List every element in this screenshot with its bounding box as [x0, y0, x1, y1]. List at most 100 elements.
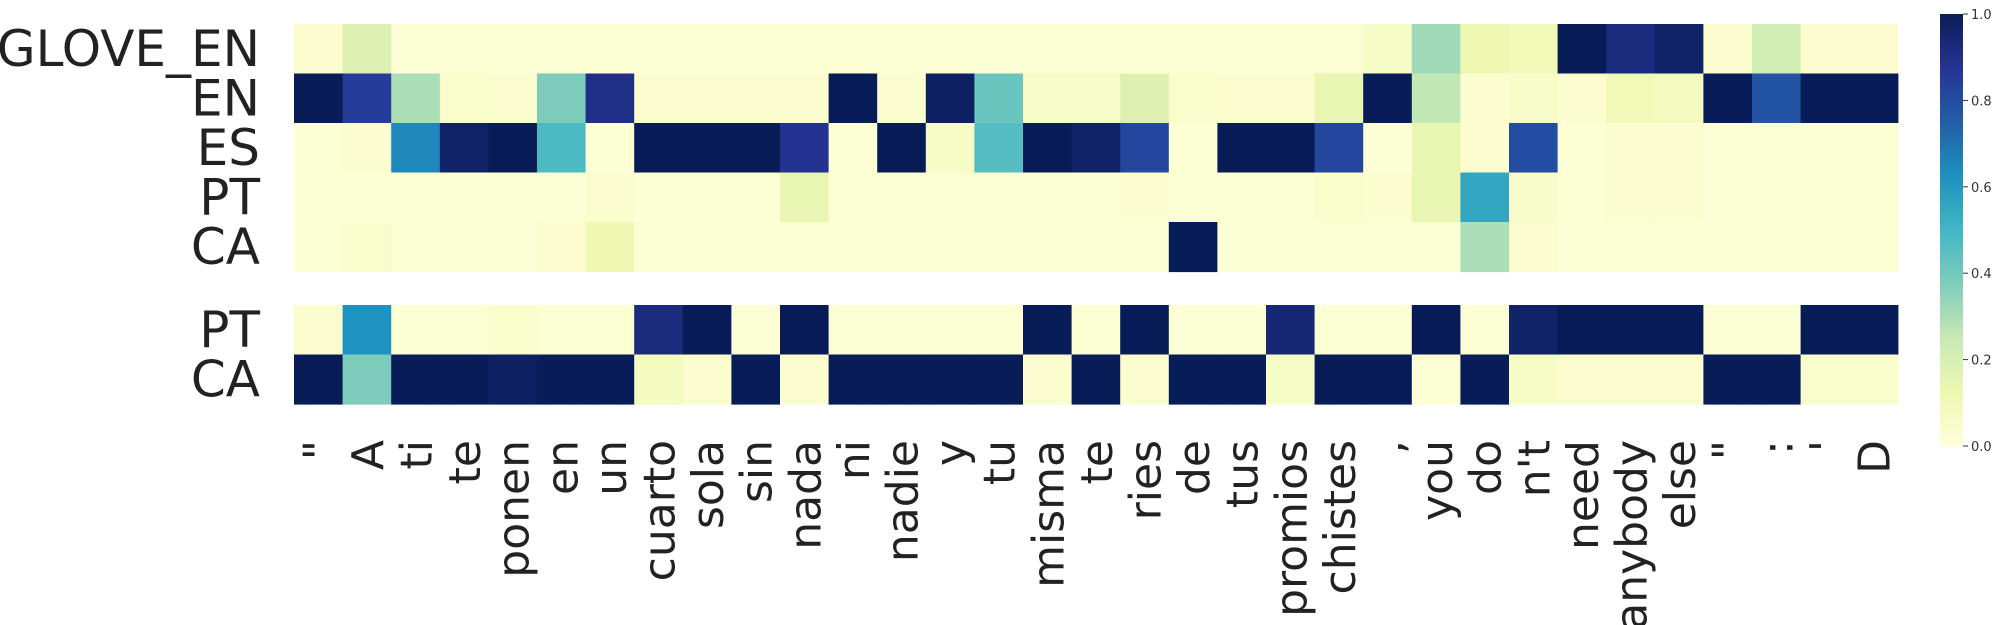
heatmap-cell	[634, 123, 684, 174]
heatmap-cell	[1120, 123, 1170, 174]
token-label: '	[1801, 440, 1852, 452]
heatmap-cell	[1023, 24, 1073, 75]
heatmap-cell	[342, 222, 392, 273]
row-label-pt: PT	[199, 301, 260, 359]
heatmap-cell	[585, 354, 635, 405]
token-label: te	[1072, 440, 1123, 484]
token-label: misma	[1023, 440, 1074, 588]
heatmap-cell	[1703, 123, 1753, 174]
heatmap-cell	[439, 73, 489, 124]
heatmap-cell	[828, 354, 878, 405]
heatmap-cell	[974, 172, 1024, 223]
heatmap-cell	[342, 305, 392, 356]
heatmap-cell	[537, 172, 587, 223]
heatmap-cell	[1606, 172, 1656, 223]
token-label: de	[1169, 440, 1220, 495]
token-labels: "Atiteponenenuncuartosolasinnadaninadiey…	[294, 440, 1900, 625]
token-label: ponen	[489, 440, 540, 578]
heatmap-cell	[585, 222, 635, 273]
heatmap-cell	[439, 354, 489, 405]
heatmap-cell	[391, 305, 441, 356]
heatmap-cell	[1023, 123, 1073, 174]
heatmap-cell	[1120, 24, 1170, 75]
heatmap-cell	[488, 222, 538, 273]
heatmap-cell	[1606, 305, 1656, 356]
heatmap-cell	[1411, 305, 1461, 356]
heatmap-cell	[1606, 24, 1656, 75]
heatmap-cell	[1071, 123, 1121, 174]
heatmap-cell	[1411, 172, 1461, 223]
heatmap-cell	[1071, 222, 1121, 273]
heatmap-cell	[391, 222, 441, 273]
heatmap-cell	[1752, 123, 1802, 174]
heatmap-cell	[925, 123, 975, 174]
heatmap-cell	[1168, 305, 1218, 356]
heatmap-cell	[925, 172, 975, 223]
heatmap-cell	[1023, 305, 1073, 356]
heatmap-cell	[1363, 354, 1413, 405]
heatmap-cell	[342, 172, 392, 223]
token-label: ,	[1364, 440, 1415, 454]
heatmap-cell	[1849, 123, 1899, 174]
heatmap-cell	[391, 24, 441, 75]
heatmap-cell	[682, 354, 732, 405]
heatmap-cell	[877, 172, 927, 223]
heatmap-cell	[1703, 73, 1753, 124]
heatmap-cell	[925, 24, 975, 75]
row-label-ca: CA	[191, 218, 260, 276]
token-label: anybody	[1607, 440, 1658, 625]
token-label: nadie	[878, 440, 929, 562]
heatmap-cell	[1168, 24, 1218, 75]
token-label: :	[1752, 440, 1803, 455]
row-label-es: ES	[197, 119, 260, 177]
heatmap-cell	[731, 354, 781, 405]
heatmap-cell	[1071, 172, 1121, 223]
heatmap-cell	[1168, 123, 1218, 174]
heatmap-cell	[1509, 24, 1559, 75]
heatmap-cell	[974, 123, 1024, 174]
token-label: sola	[683, 440, 734, 529]
heatmap-cell	[828, 172, 878, 223]
heatmap-cell	[1849, 172, 1899, 223]
heatmap-cell	[1509, 354, 1559, 405]
heatmap-cell	[1120, 354, 1170, 405]
token-label: A	[343, 440, 394, 470]
heatmap-cell	[634, 305, 684, 356]
heatmap-cell	[585, 172, 635, 223]
heatmap-cell	[294, 24, 344, 75]
heatmap-cell	[294, 222, 344, 273]
heatmap-cell	[1557, 222, 1607, 273]
heatmap-cell	[1411, 73, 1461, 124]
heatmap-cell	[1071, 73, 1121, 124]
heatmap-cell	[780, 222, 830, 273]
heatmap-cell	[585, 305, 635, 356]
heatmap-cell	[1654, 172, 1704, 223]
heatmap-cell	[439, 222, 489, 273]
heatmap-cell	[1071, 305, 1121, 356]
heatmap-cell	[1703, 222, 1753, 273]
heatmap-cell	[1217, 354, 1267, 405]
token-label: tu	[975, 440, 1026, 485]
heatmap-cell	[731, 305, 781, 356]
heatmap-cell	[1654, 305, 1704, 356]
heatmap-cell	[1849, 73, 1899, 124]
token-label: ti	[392, 440, 443, 469]
heatmap-cell	[925, 222, 975, 273]
heatmap-cell	[634, 172, 684, 223]
heatmap-cell	[1217, 172, 1267, 223]
heatmap-cell	[1266, 305, 1316, 356]
heatmap-cell	[1266, 222, 1316, 273]
heatmap-cell	[1363, 24, 1413, 75]
heatmap-cell	[925, 73, 975, 124]
heatmap-cell	[780, 123, 830, 174]
heatmap-cell	[294, 123, 344, 174]
heatmap-cell	[1557, 305, 1607, 356]
heatmap-cell	[1168, 73, 1218, 124]
heatmap-cell	[537, 222, 587, 273]
heatmap-cell	[1363, 305, 1413, 356]
token-label: ries	[1121, 440, 1172, 520]
heatmap-cell	[1120, 305, 1170, 356]
heatmap-cell	[731, 222, 781, 273]
